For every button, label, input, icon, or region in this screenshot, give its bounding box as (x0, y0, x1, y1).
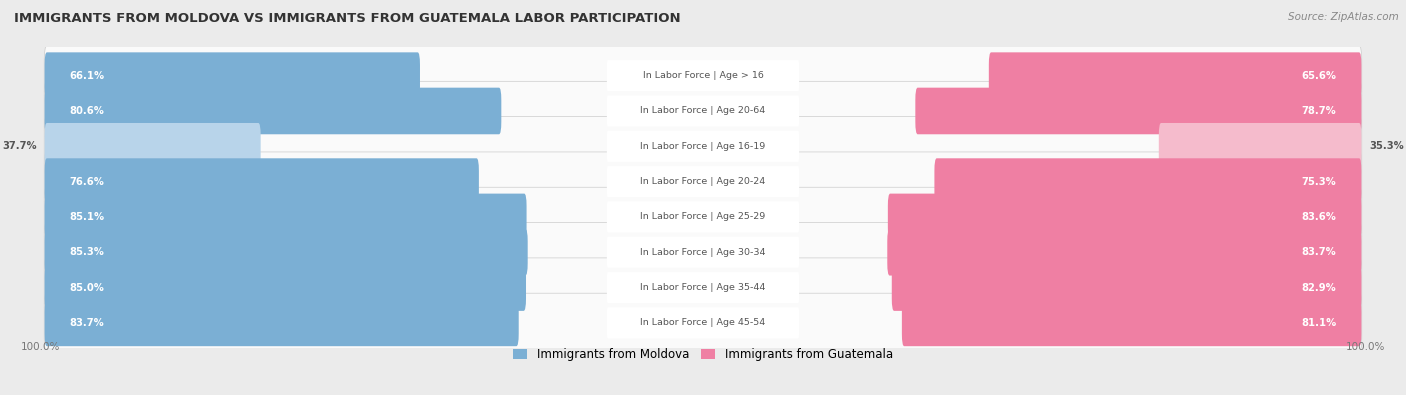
FancyBboxPatch shape (887, 229, 1361, 276)
FancyBboxPatch shape (887, 194, 1361, 240)
FancyBboxPatch shape (607, 131, 799, 162)
FancyBboxPatch shape (935, 158, 1361, 205)
FancyBboxPatch shape (607, 307, 799, 339)
FancyBboxPatch shape (45, 299, 519, 346)
Text: 85.0%: 85.0% (70, 282, 104, 293)
Text: In Labor Force | Age 25-29: In Labor Force | Age 25-29 (640, 213, 766, 222)
FancyBboxPatch shape (44, 152, 1362, 211)
FancyBboxPatch shape (44, 117, 1362, 176)
Text: In Labor Force | Age 20-24: In Labor Force | Age 20-24 (640, 177, 766, 186)
FancyBboxPatch shape (45, 194, 527, 240)
FancyBboxPatch shape (45, 123, 260, 169)
FancyBboxPatch shape (607, 201, 799, 233)
Text: 75.3%: 75.3% (1302, 177, 1336, 186)
Text: 83.6%: 83.6% (1302, 212, 1336, 222)
FancyBboxPatch shape (607, 96, 799, 126)
Text: 100.0%: 100.0% (21, 342, 60, 352)
Text: 83.7%: 83.7% (70, 318, 104, 328)
Text: 65.6%: 65.6% (1301, 71, 1336, 81)
FancyBboxPatch shape (988, 53, 1361, 99)
Text: In Labor Force | Age 16-19: In Labor Force | Age 16-19 (640, 142, 766, 151)
FancyBboxPatch shape (45, 88, 502, 134)
FancyBboxPatch shape (607, 272, 799, 303)
Legend: Immigrants from Moldova, Immigrants from Guatemala: Immigrants from Moldova, Immigrants from… (509, 343, 897, 366)
Text: In Labor Force | Age 35-44: In Labor Force | Age 35-44 (640, 283, 766, 292)
Text: 76.6%: 76.6% (70, 177, 104, 186)
FancyBboxPatch shape (45, 158, 479, 205)
FancyBboxPatch shape (915, 88, 1361, 134)
FancyBboxPatch shape (45, 53, 420, 99)
FancyBboxPatch shape (44, 222, 1362, 282)
FancyBboxPatch shape (44, 293, 1362, 353)
FancyBboxPatch shape (44, 46, 1362, 105)
Text: 37.7%: 37.7% (3, 141, 37, 151)
FancyBboxPatch shape (901, 299, 1361, 346)
FancyBboxPatch shape (607, 166, 799, 197)
Text: 80.6%: 80.6% (70, 106, 104, 116)
Text: 85.3%: 85.3% (70, 247, 104, 257)
FancyBboxPatch shape (44, 258, 1362, 317)
Text: 82.9%: 82.9% (1302, 282, 1336, 293)
Text: In Labor Force | Age 30-34: In Labor Force | Age 30-34 (640, 248, 766, 257)
Text: 81.1%: 81.1% (1301, 318, 1336, 328)
Text: Source: ZipAtlas.com: Source: ZipAtlas.com (1288, 12, 1399, 22)
Text: 85.1%: 85.1% (70, 212, 105, 222)
FancyBboxPatch shape (44, 187, 1362, 246)
FancyBboxPatch shape (607, 237, 799, 268)
FancyBboxPatch shape (44, 81, 1362, 141)
Text: In Labor Force | Age 45-54: In Labor Force | Age 45-54 (640, 318, 766, 327)
Text: 100.0%: 100.0% (1346, 342, 1385, 352)
Text: In Labor Force | Age 20-64: In Labor Force | Age 20-64 (640, 107, 766, 115)
Text: 66.1%: 66.1% (70, 71, 105, 81)
Text: 35.3%: 35.3% (1369, 141, 1403, 151)
Text: IMMIGRANTS FROM MOLDOVA VS IMMIGRANTS FROM GUATEMALA LABOR PARTICIPATION: IMMIGRANTS FROM MOLDOVA VS IMMIGRANTS FR… (14, 12, 681, 25)
FancyBboxPatch shape (607, 60, 799, 91)
FancyBboxPatch shape (45, 264, 526, 311)
Text: 78.7%: 78.7% (1302, 106, 1336, 116)
FancyBboxPatch shape (45, 229, 527, 276)
FancyBboxPatch shape (1159, 123, 1361, 169)
Text: In Labor Force | Age > 16: In Labor Force | Age > 16 (643, 71, 763, 80)
FancyBboxPatch shape (891, 264, 1361, 311)
Text: 83.7%: 83.7% (1302, 247, 1336, 257)
